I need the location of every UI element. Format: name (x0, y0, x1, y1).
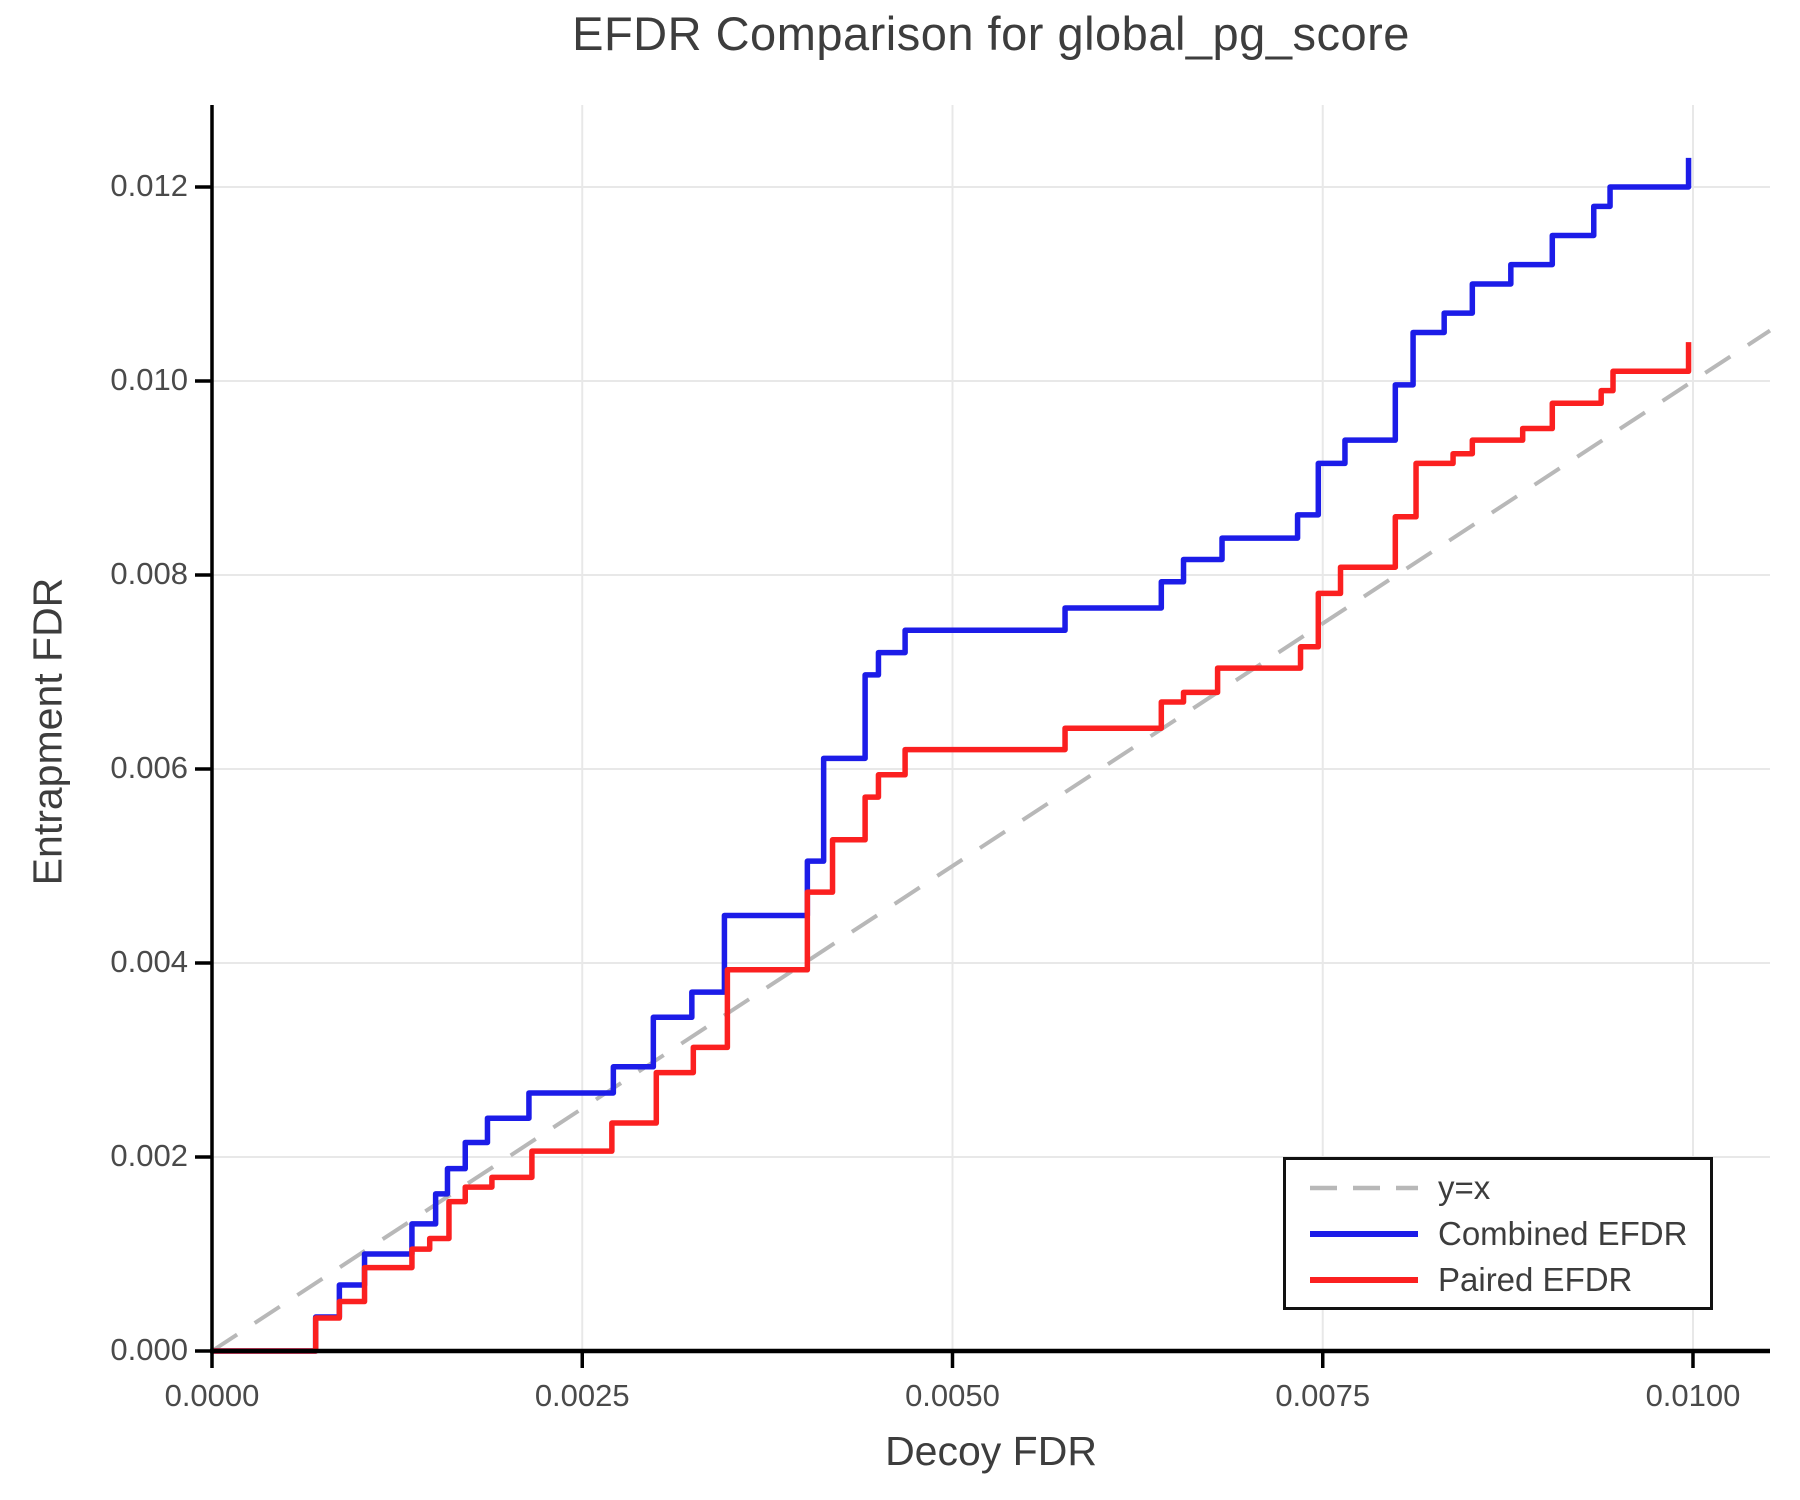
legend-item: Paired EFDR (1308, 1261, 1710, 1299)
legend-label: Combined EFDR (1438, 1214, 1688, 1252)
y-tick-label: 0.002 (110, 1137, 188, 1173)
x-tick-label: 0.0100 (1645, 1378, 1741, 1413)
y-tick-label: 0.012 (110, 167, 188, 203)
legend-line-icon (1310, 1276, 1418, 1283)
legend-label: Paired EFDR (1438, 1260, 1633, 1298)
x-tick-label: 0.0025 (534, 1378, 630, 1413)
legend-dashed-line-icon (1310, 1185, 1418, 1190)
y-tick-label: 0.008 (110, 555, 188, 591)
x-tick-label: 0.0075 (1275, 1378, 1371, 1413)
legend-item: y=x (1308, 1169, 1710, 1207)
y-tick-label: 0.010 (110, 361, 188, 397)
series-line-paired-efdr (212, 342, 1692, 1354)
y-tick-label: 0.004 (110, 943, 188, 979)
x-axis-label: Decoy FDR (885, 1428, 1097, 1474)
legend-line-icon (1310, 1230, 1418, 1237)
series-line-combined-efdr (212, 157, 1692, 1354)
x-tick-label: 0.0000 (164, 1378, 260, 1413)
chart-title: EFDR Comparison for global_pg_score (572, 7, 1410, 60)
y-tick-label: 0.006 (110, 749, 188, 785)
legend-label: y=x (1438, 1168, 1491, 1206)
legend-item: Combined EFDR (1308, 1215, 1710, 1253)
x-tick-label: 0.0050 (905, 1378, 1000, 1413)
legend: y=x Combined EFDR Paired EFDR (1283, 1157, 1713, 1310)
y-tick-label: 0.000 (110, 1332, 188, 1367)
y-axis-label: Entrapment FDR (24, 577, 71, 886)
reference-line-y-equals-x (210, 328, 1772, 1353)
